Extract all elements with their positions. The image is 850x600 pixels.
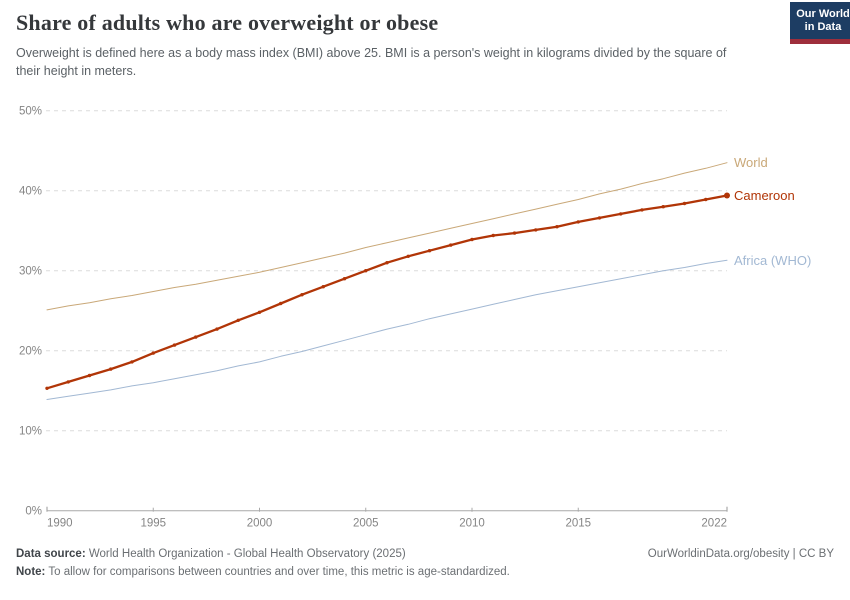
series-marker-cameroon-2019 [661,205,665,209]
y-tick-label-10: 10% [19,426,42,438]
series-marker-cameroon-1994 [130,360,134,364]
x-tick-label-2010: 2010 [459,518,485,530]
series-marker-cameroon-2012 [512,231,517,235]
series-marker-cameroon-2016 [597,216,602,220]
data-source-text: World Health Organization - Global Healt… [85,548,406,560]
x-tick-label-1995: 1995 [140,518,166,530]
y-tick-label-30: 30% [19,266,42,278]
x-tick-label-2000: 2000 [247,518,273,530]
series-marker-cameroon-1997 [194,335,198,339]
series-marker-cameroon-2006 [385,261,389,265]
y-tick-label-40: 40% [19,186,42,198]
series-marker-cameroon-2009 [449,243,453,247]
x-tick-label-2005: 2005 [353,518,379,530]
series-end-dot-cameroon [724,192,730,199]
series-marker-cameroon-2011 [491,233,495,238]
y-tick-label-0: 0% [25,506,42,518]
line-chart: 0% 10% 20% 30% 40% 50% 1990 1995 2000 2005 2010 201… [0,95,850,545]
note-label: Note: [16,565,46,578]
series-marker-cameroon-1993 [109,367,113,371]
series-marker-cameroon-2004 [342,277,347,281]
series-marker-cameroon-1999 [236,318,240,322]
series-marker-cameroon-2001 [279,301,283,306]
series-marker-cameroon-2007 [406,254,410,258]
x-tick-label-2015: 2015 [565,518,591,530]
series-marker-cameroon-2013 [534,228,538,232]
series-end-label-africa-who[interactable]: Africa (WHO) [734,253,811,268]
series-marker-cameroon-1992 [87,373,92,378]
owid-link[interactable]: OurWorldinData.org/obesity | CC BY [647,548,834,560]
data-source-label: Data source: [16,548,86,560]
series-marker-cameroon-2018 [640,208,644,212]
y-tick-label-50: 50% [19,106,42,118]
chart-svg: 0% 10% 20% 30% 40% 50% 1990 1995 2000 2005 2010 201… [19,106,811,530]
series-marker-cameroon-2000 [257,310,262,314]
footer: Data source: World Health Organization -… [16,546,834,582]
header: Share of adults who are overweight or ob… [16,10,834,80]
page-title: Share of adults who are overweight or ob… [16,10,439,35]
series-marker-cameroon-2010 [470,237,474,242]
series-marker-cameroon-2017 [619,212,623,216]
note-text: To allow for comparisons between countri… [45,565,510,578]
data-source: Data source: World Health Organization -… [16,546,406,564]
series-marker-cameroon-2014 [555,225,559,229]
series-marker-cameroon-2021 [704,197,708,202]
x-tick-label-1990: 1990 [47,518,73,530]
series-line-africa-who[interactable] [46,259,728,400]
series-marker-cameroon-1996 [172,343,177,347]
owid-logo-stripe [790,39,850,45]
series-marker-cameroon-1991 [66,380,70,384]
series-end-label-cameroon[interactable]: Cameroon [734,188,795,203]
owid-logo-line2: in Data [804,21,842,34]
owid-logo[interactable]: Our World in Data [790,2,850,45]
series-marker-cameroon-1995 [151,351,155,355]
series-line-world[interactable] [46,162,728,311]
series-marker-cameroon-1998 [215,327,219,331]
series-marker-cameroon-2020 [682,201,687,206]
series-marker-cameroon-2008 [427,249,432,253]
x-tick-label-2022: 2022 [701,518,727,530]
series-marker-cameroon-2015 [576,220,580,224]
note: Note: To allow for comparisons between c… [16,564,510,582]
owid-logo-line1: Our World [796,8,850,20]
series-marker-cameroon-2003 [321,285,325,289]
y-tick-label-20: 20% [19,346,42,358]
series-end-label-world[interactable]: World [734,155,768,170]
series-marker-cameroon-1990 [45,386,49,390]
page-subtitle: Overweight is defined here as a body mas… [16,46,727,79]
series-marker-cameroon-2005 [364,269,368,273]
series-marker-cameroon-2002 [300,293,304,297]
